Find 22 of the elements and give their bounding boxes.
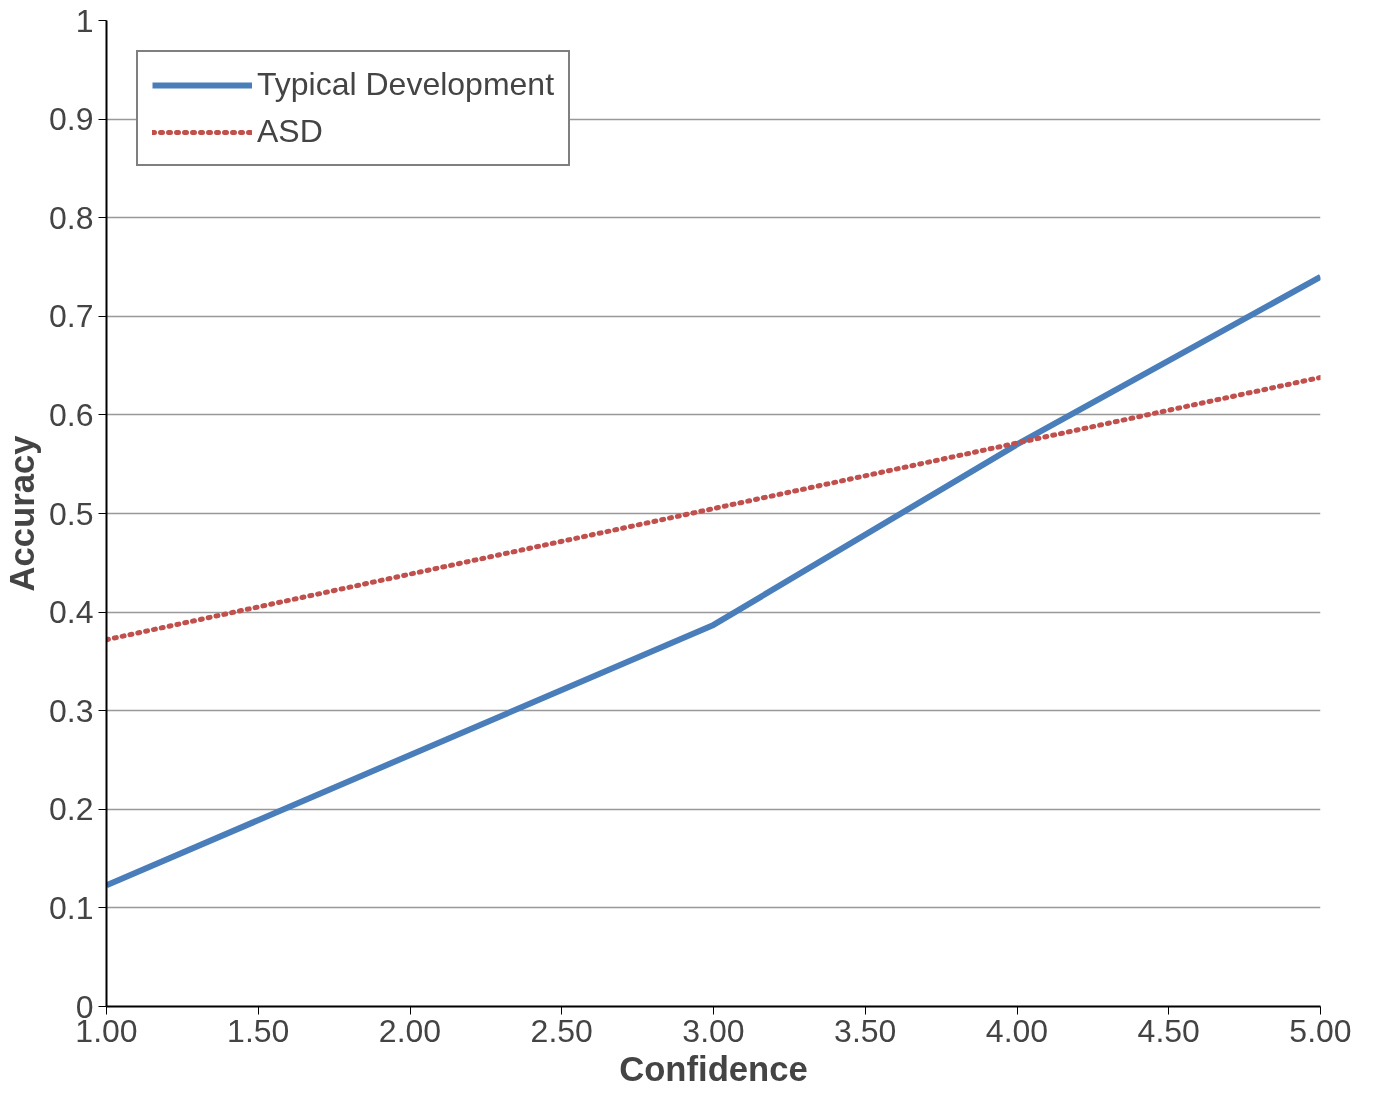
- legend-label: Typical Development: [257, 66, 555, 103]
- y-tick-label: 0.4: [49, 594, 94, 631]
- y-tick-label: 0.8: [49, 199, 94, 236]
- x-tick-label: 3.50: [834, 1012, 897, 1049]
- y-axis-title: Accuracy: [3, 434, 42, 592]
- x-tick-label: 4.50: [1137, 1012, 1200, 1049]
- y-tick-label: 1: [75, 2, 94, 39]
- y-tick-label: 0.5: [49, 495, 94, 532]
- y-tick-label: 0.7: [49, 298, 94, 335]
- y-tick-label: 0.9: [49, 101, 94, 138]
- x-tick-label: 4.00: [985, 1012, 1049, 1049]
- x-tick-label: 2.50: [530, 1012, 593, 1049]
- x-tick-label: 3.00: [682, 1012, 745, 1049]
- y-tick-label: 0.2: [49, 791, 94, 828]
- legend-label: ASD: [257, 113, 323, 150]
- y-tick-label: 0.1: [49, 889, 94, 926]
- x-tick-label: 2.00: [378, 1012, 442, 1049]
- x-axis-title: Confidence: [619, 1049, 808, 1088]
- y-tick-label: 0.6: [49, 396, 94, 433]
- x-tick-label: 5.00: [1289, 1012, 1352, 1049]
- y-tick-label: 0.3: [49, 692, 94, 729]
- x-tick-label: 1.50: [227, 1012, 290, 1049]
